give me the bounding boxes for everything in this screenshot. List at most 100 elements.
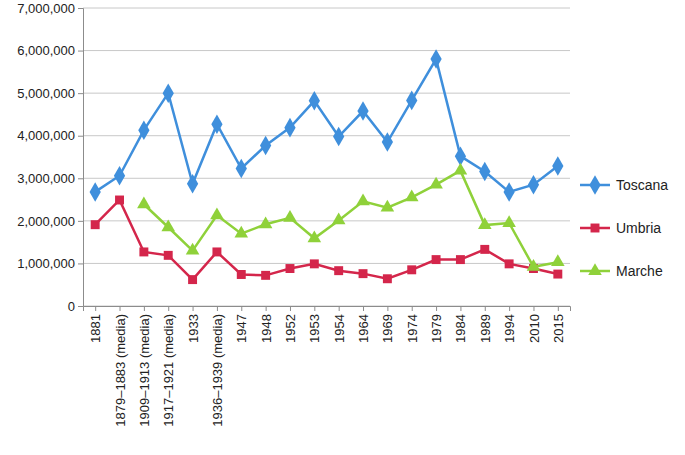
x-tick-mark <box>558 306 559 311</box>
y-tick-label: 7,000,000 <box>17 1 75 16</box>
x-tick-label: 1953 <box>307 314 322 343</box>
series-marker <box>309 91 320 111</box>
series-marker <box>528 175 539 195</box>
y-tick-label: 4,000,000 <box>17 128 75 143</box>
series-marker <box>283 210 297 222</box>
series-marker <box>382 132 393 152</box>
x-tick-mark <box>120 306 121 311</box>
x-tick-label: 1933 <box>186 314 201 343</box>
x-tick-mark <box>95 306 96 311</box>
x-tick: 1879–1883 (media) <box>113 306 128 427</box>
x-tick-mark <box>339 306 340 311</box>
series-marker <box>310 259 319 268</box>
x-tick: 1917–1921 (media) <box>161 306 176 427</box>
y-tick: 0 <box>68 299 83 314</box>
grid-line <box>83 178 570 179</box>
series-marker <box>357 101 368 121</box>
series-marker <box>332 213 346 225</box>
series-line <box>95 59 558 192</box>
y-tick: 7,000,000 <box>17 1 83 16</box>
series-marker <box>260 136 271 156</box>
x-tick-mark <box>412 306 413 311</box>
series-marker <box>505 259 514 268</box>
series-marker <box>454 163 468 175</box>
grid-line <box>83 220 570 221</box>
x-tick-label: 1917–1921 (media) <box>161 314 176 427</box>
series-marker <box>552 156 563 176</box>
legend-label: Marche <box>616 263 663 279</box>
x-tick-label: 2015 <box>551 314 566 343</box>
series-marker <box>164 251 173 260</box>
x-tick-mark <box>144 306 145 311</box>
x-tick: 1909–1913 (media) <box>137 306 152 427</box>
series-marker <box>286 264 295 273</box>
grid <box>83 8 570 306</box>
x-tick-label: 1879–1883 (media) <box>113 314 128 427</box>
series-marker <box>308 230 322 242</box>
x-tick-label: 1994 <box>502 314 517 343</box>
x-tick-mark <box>217 306 218 311</box>
grid-line <box>83 93 570 94</box>
series-marker <box>432 255 441 264</box>
series-marker <box>114 166 125 186</box>
grid-line <box>83 135 570 136</box>
y-tick: 1,000,000 <box>17 256 83 271</box>
series-marker <box>137 196 151 208</box>
y-tick-mark <box>78 263 83 264</box>
legend-marker <box>591 224 600 233</box>
x-tick-mark <box>436 306 437 311</box>
x-tick-mark <box>290 306 291 311</box>
x-tick-label: 1948 <box>259 314 274 343</box>
series-marker <box>138 120 149 140</box>
legend-marker <box>589 175 600 195</box>
x-tick-mark <box>266 306 267 311</box>
legend-entry: Umbria <box>580 220 661 236</box>
x-tick: 1936–1939 (media) <box>210 306 225 427</box>
x-tick-label: 2010 <box>527 314 542 343</box>
x-tick-label: 1952 <box>283 314 298 343</box>
series-marker <box>236 159 247 179</box>
x-tick-label: 1964 <box>356 314 371 343</box>
x-tick-label: 1954 <box>332 314 347 343</box>
y-axis: 0 1,000,000 2,000,000 3,000,000 4,000,000 5,0… <box>17 1 83 314</box>
x-tick-mark <box>314 306 315 311</box>
y-tick-mark <box>78 51 83 52</box>
x-tick: 1969 <box>380 306 395 343</box>
series-line <box>144 171 558 267</box>
series-marker <box>186 243 200 255</box>
legend-label: Toscana <box>616 177 668 193</box>
x-tick: 1954 <box>332 306 347 343</box>
y-tick-label: 5,000,000 <box>17 86 75 101</box>
x-tick: 1994 <box>502 306 517 343</box>
x-tick-label: 1989 <box>478 314 493 343</box>
series-marker <box>478 217 492 229</box>
x-tick-label: 1974 <box>405 314 420 343</box>
series-marker <box>456 255 465 264</box>
x-tick-label: 1936–1939 (media) <box>210 314 225 427</box>
x-tick: 1974 <box>405 306 420 343</box>
series-marker <box>381 200 395 212</box>
series-marker <box>359 269 368 278</box>
grid-line <box>83 8 570 9</box>
x-tick: 1948 <box>259 306 274 343</box>
series-line <box>95 200 558 280</box>
series-marker <box>90 182 101 202</box>
y-tick-label: 3,000,000 <box>17 171 75 186</box>
legend-entry: Marche <box>580 263 663 279</box>
series-marker <box>210 207 224 219</box>
series-marker <box>502 215 516 227</box>
y-axis-line <box>78 9 84 307</box>
x-axis-line <box>84 307 571 312</box>
series-marker <box>259 216 273 228</box>
x-tick-mark <box>168 306 169 311</box>
y-tick: 2,000,000 <box>17 214 83 229</box>
x-tick: 1953 <box>307 306 322 343</box>
x-tick-label: 1984 <box>453 314 468 343</box>
series-marker <box>261 271 270 280</box>
series-marker <box>407 265 416 274</box>
legend-label: Umbria <box>616 220 661 236</box>
legend-entry: Toscana <box>580 175 668 195</box>
x-tick: 1933 <box>186 306 201 343</box>
series-marker <box>551 254 565 266</box>
series-marker <box>212 247 221 256</box>
